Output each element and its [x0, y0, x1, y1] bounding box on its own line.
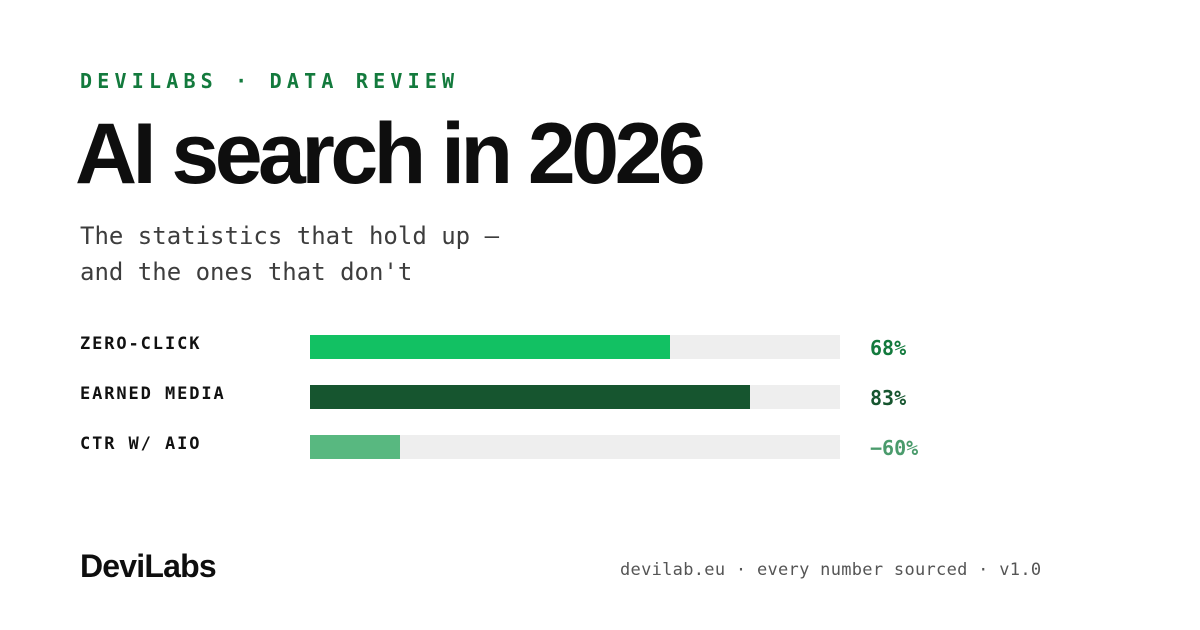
- subtitle: The statistics that hold up — and the on…: [80, 218, 499, 290]
- stat-row-earned-media: EARNED MEDIA 83%: [80, 384, 980, 414]
- subtitle-line-2: and the ones that don't: [80, 258, 413, 286]
- stat-bar-track: [310, 435, 840, 459]
- stat-label: ZERO-CLICK: [80, 334, 202, 354]
- brand-logo: DeviLabs: [80, 548, 217, 584]
- stat-label: EARNED MEDIA: [80, 384, 226, 404]
- stat-bar-fill: [310, 335, 671, 359]
- stat-value: −60%: [870, 436, 919, 460]
- eyebrow-label: DEVILABS · DATA REVIEW: [80, 69, 460, 93]
- stat-bar-track: [310, 335, 840, 359]
- footer-meta: devilab.eu · every number sourced · v1.0: [620, 560, 1042, 580]
- stat-value: 68%: [870, 336, 907, 360]
- stat-value: 83%: [870, 386, 907, 410]
- stat-label: CTR W/ AIO: [80, 434, 202, 454]
- stat-bar-track: [310, 385, 840, 409]
- subtitle-line-1: The statistics that hold up —: [80, 222, 500, 250]
- stat-row-zero-click: ZERO-CLICK 68%: [80, 334, 980, 364]
- stat-row-ctr-with-aio: CTR W/ AIO −60%: [80, 434, 980, 464]
- stat-bar-fill: [310, 385, 750, 409]
- page-title: AI search in 2026: [75, 106, 706, 202]
- stat-bar-fill: [310, 435, 401, 459]
